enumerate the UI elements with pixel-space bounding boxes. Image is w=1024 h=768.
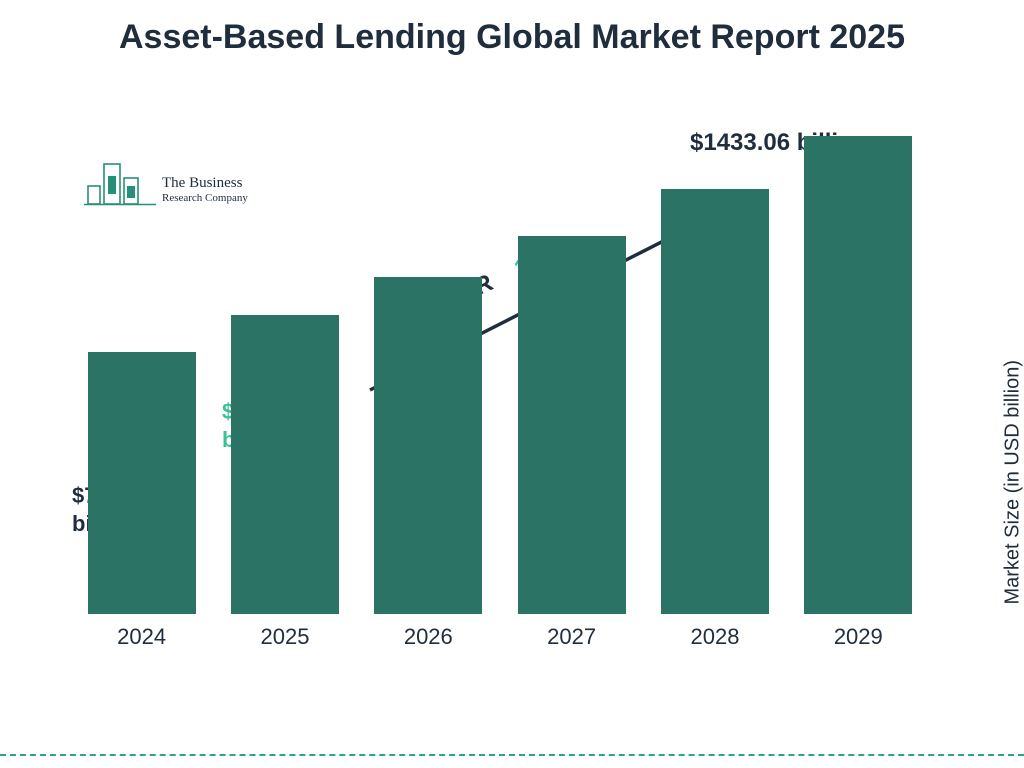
x-tick-2025: 2025 [261, 624, 310, 650]
bar-rect-2024 [88, 352, 196, 614]
bar-rect-2025 [231, 315, 339, 614]
bars-group: 2024 2025 2026 2027 2028 2029 [70, 150, 930, 650]
bar-2027: 2027 [512, 236, 632, 650]
bar-2024: 2024 [82, 352, 202, 650]
bar-2029: 2029 [798, 136, 918, 650]
bar-2028: 2028 [655, 189, 775, 650]
bar-2026: 2026 [368, 277, 488, 650]
chart-title: Asset-Based Lending Global Market Report… [0, 18, 1024, 57]
footer-divider [0, 754, 1024, 756]
bar-rect-2027 [518, 236, 626, 614]
x-tick-2029: 2029 [834, 624, 883, 650]
chart-container: Asset-Based Lending Global Market Report… [0, 0, 1024, 768]
bar-rect-2026 [374, 277, 482, 614]
bar-2025: 2025 [225, 315, 345, 650]
x-tick-2026: 2026 [404, 624, 453, 650]
bar-rect-2028 [661, 189, 769, 614]
bar-chart: 2024 2025 2026 2027 2028 2029 [70, 150, 930, 690]
x-tick-2027: 2027 [547, 624, 596, 650]
x-tick-2028: 2028 [690, 624, 739, 650]
x-tick-2024: 2024 [117, 624, 166, 650]
bar-rect-2029 [804, 136, 912, 614]
y-axis-label: Market Size (in USD billion) [1002, 360, 1024, 605]
